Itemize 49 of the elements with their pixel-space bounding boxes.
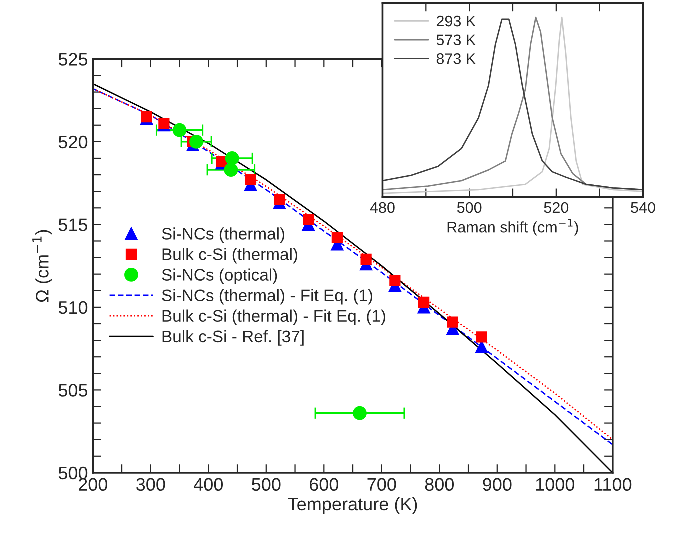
point [332, 232, 343, 244]
legend-label: Si-NCs (thermal) - Fit Eq. (1) [162, 289, 372, 305]
point [360, 254, 372, 266]
x-tick-label: 500 [252, 478, 281, 492]
y-tick-label: 520 [58, 136, 88, 149]
y-axis-title: Ω (cm$^{−1}$) [32, 230, 52, 302]
x-tick-label: 900 [483, 478, 512, 492]
y-tick-label: 515 [58, 218, 88, 232]
x-tick-label: 600 [310, 478, 339, 492]
y-tick-label: 505 [58, 384, 88, 397]
legend-label: 293 K [436, 16, 476, 27]
x-tick-label: 200 [79, 478, 108, 492]
point [447, 316, 458, 328]
y-tick-label: 500 [58, 466, 88, 480]
x-axis-title: Temperature (K) [288, 497, 418, 514]
x-tick-label: 1000 [536, 478, 575, 492]
x-tick-label: 400 [194, 478, 224, 492]
x-tick-label: 700 [368, 478, 396, 492]
legend-label: 573 K [436, 34, 476, 46]
x-tick-label: 500 [457, 202, 482, 214]
point [476, 332, 488, 343]
x-tick-label: 520 [544, 202, 569, 214]
x-tick-label: 480 [370, 202, 395, 214]
legend-label: Bulk c-Si (thermal) - Fit Eq. (1) [162, 310, 386, 326]
legend-label: Bulk c-Si (thermal) [162, 248, 298, 264]
x-tick-label: 540 [631, 202, 656, 214]
point [158, 118, 170, 130]
point [245, 174, 256, 186]
point [224, 163, 238, 178]
point [172, 123, 187, 138]
point [216, 156, 228, 168]
x-tick-label: 1100 [594, 478, 632, 492]
point [141, 112, 152, 123]
point [303, 214, 314, 226]
y-tick-label: 525 [58, 53, 88, 66]
point [190, 134, 204, 149]
x-axis-title: Raman shift (cm$^{−1}$) [448, 218, 578, 236]
legend-label: Bulk c-Si - Ref. [37] [162, 330, 304, 346]
point [274, 194, 286, 206]
point [418, 296, 430, 308]
legend-label: Si-NCs (thermal) [162, 228, 285, 244]
x-tick-label: 300 [136, 478, 166, 492]
point [353, 406, 367, 420]
legend-label: Si-NCs (optical) [162, 268, 278, 284]
x-tick-label: 800 [425, 478, 454, 492]
point [390, 275, 401, 287]
legend-label: 873 K [436, 54, 476, 64]
y-tick-label: 510 [58, 301, 88, 314]
point [225, 152, 240, 166]
